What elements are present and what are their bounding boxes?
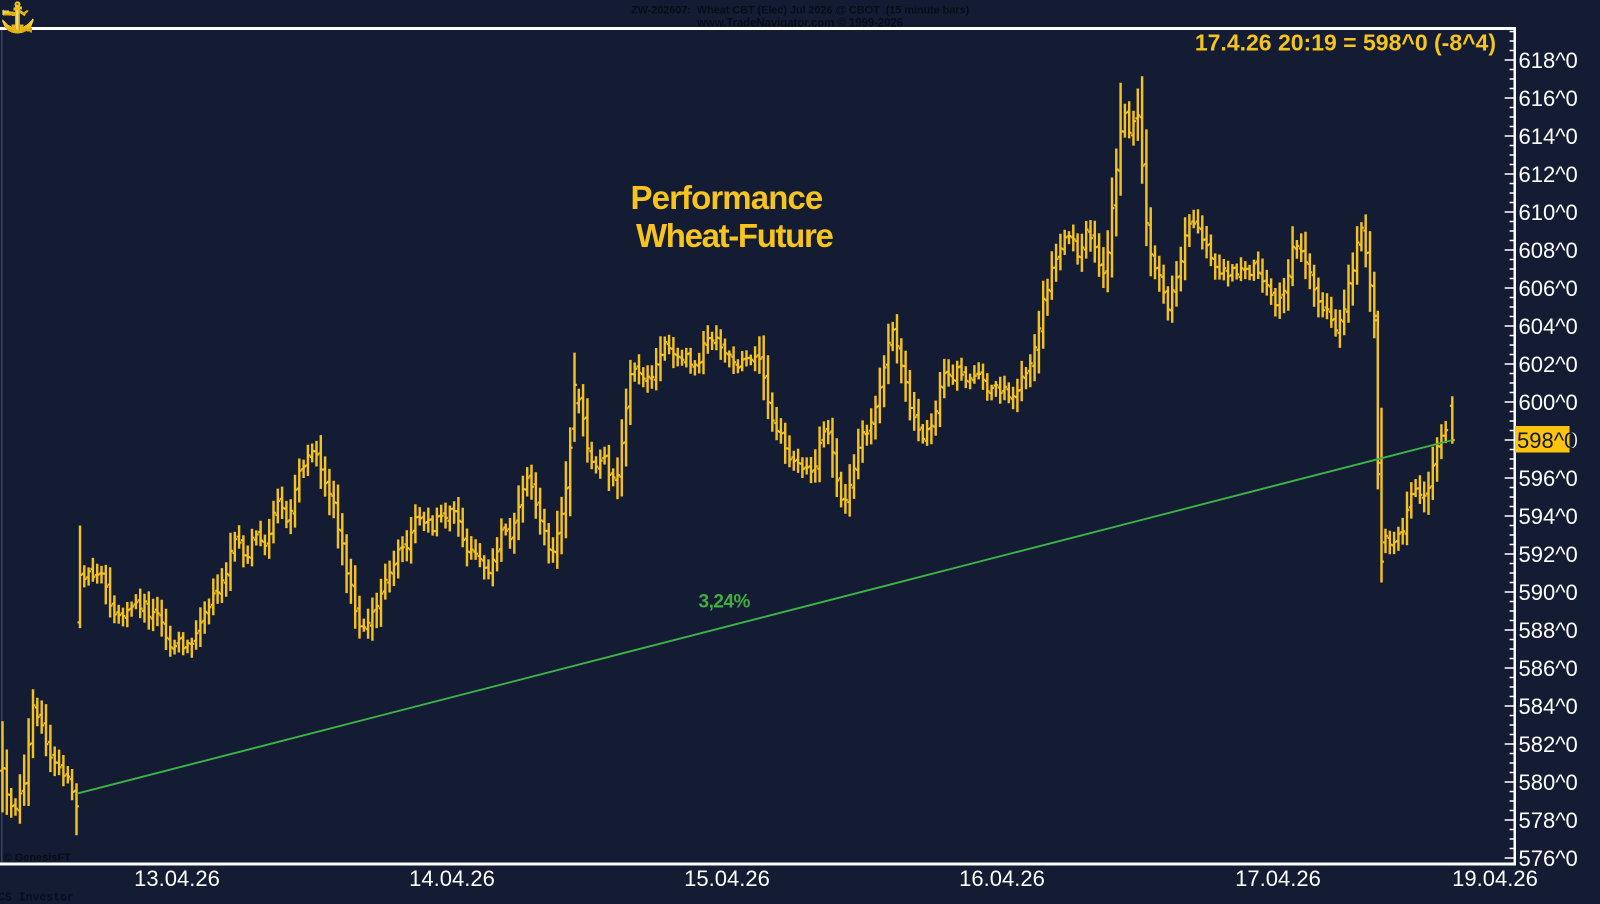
svg-text:606^0: 606^0 bbox=[1519, 276, 1578, 301]
svg-text:580^0: 580^0 bbox=[1519, 770, 1578, 795]
svg-text:614^0: 614^0 bbox=[1519, 124, 1578, 149]
svg-text:600^0: 600^0 bbox=[1519, 390, 1578, 415]
svg-text:19.04.26: 19.04.26 bbox=[1452, 866, 1538, 891]
svg-text:616^0: 616^0 bbox=[1519, 86, 1578, 111]
svg-text:17.04.26: 17.04.26 bbox=[1235, 866, 1321, 891]
svg-text:578^0: 578^0 bbox=[1519, 808, 1578, 833]
svg-text:592^0: 592^0 bbox=[1519, 542, 1578, 567]
svg-text:590^0: 590^0 bbox=[1519, 580, 1578, 605]
svg-text:604^0: 604^0 bbox=[1519, 314, 1578, 339]
svg-text:588^0: 588^0 bbox=[1519, 618, 1578, 643]
svg-text:15.04.26: 15.04.26 bbox=[684, 866, 770, 891]
svg-text:Performance: Performance bbox=[631, 179, 823, 216]
svg-text:© GenesisFT: © GenesisFT bbox=[4, 852, 72, 864]
svg-text:598^0: 598^0 bbox=[1517, 428, 1576, 453]
svg-text:608^0: 608^0 bbox=[1519, 238, 1578, 263]
svg-text:17.4.26 20:19 = 598^0 (-8^4): 17.4.26 20:19 = 598^0 (-8^4) bbox=[1195, 30, 1496, 56]
svg-text:576^0: 576^0 bbox=[1519, 846, 1578, 871]
svg-text:13.04.26: 13.04.26 bbox=[134, 866, 220, 891]
svg-text:594^0: 594^0 bbox=[1519, 504, 1578, 529]
svg-text:584^0: 584^0 bbox=[1519, 694, 1578, 719]
svg-text:Wheat-Future: Wheat-Future bbox=[636, 217, 833, 254]
svg-text:CS Investor: CS Investor bbox=[0, 892, 74, 904]
svg-text:586^0: 586^0 bbox=[1519, 656, 1578, 681]
svg-text:612^0: 612^0 bbox=[1519, 162, 1578, 187]
svg-text:3,24%: 3,24% bbox=[699, 592, 751, 613]
svg-text:618^0: 618^0 bbox=[1519, 48, 1578, 73]
svg-text:www.TradeNavigator.com © 1999-: www.TradeNavigator.com © 1999-2026 bbox=[696, 18, 903, 30]
svg-text:610^0: 610^0 bbox=[1519, 200, 1578, 225]
svg-text:582^0: 582^0 bbox=[1519, 732, 1578, 757]
svg-text:596^0: 596^0 bbox=[1519, 466, 1578, 491]
svg-text:16.04.26: 16.04.26 bbox=[959, 866, 1045, 891]
svg-text:602^0: 602^0 bbox=[1519, 352, 1578, 377]
svg-text:14.04.26: 14.04.26 bbox=[409, 866, 495, 891]
svg-text:ZW-202607: Wheat CBT (Elec) J: ZW-202607: Wheat CBT (Elec) Jul 2026 @ C… bbox=[631, 5, 969, 17]
